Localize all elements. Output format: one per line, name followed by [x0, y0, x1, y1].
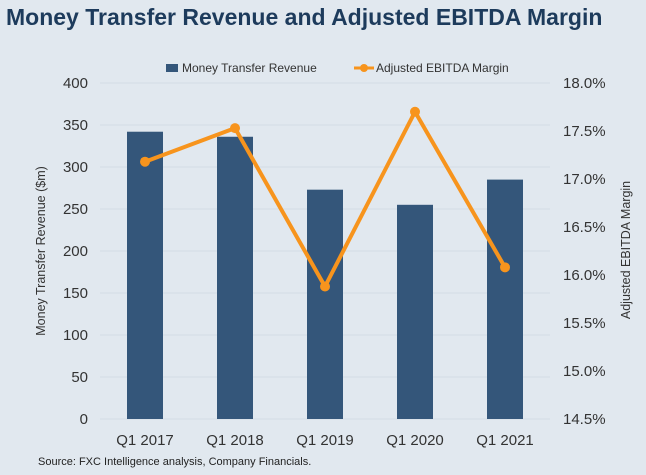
- bar-q1-2021: [487, 179, 523, 419]
- x-tick-label: Q1 2020: [386, 432, 444, 449]
- margin-point-q1-2017: [140, 156, 150, 167]
- y-tick-label: 150: [63, 285, 88, 302]
- y-tick-label: 50: [71, 369, 88, 386]
- y2-tick-label: 17.0%: [563, 171, 606, 188]
- y2-axis-label: Adjusted EBITDA Margin: [619, 181, 633, 319]
- margin-point-q1-2019: [320, 281, 330, 292]
- bar-q1-2019: [307, 189, 343, 419]
- y-tick-label: 300: [63, 159, 88, 176]
- bar-q1-2017: [127, 131, 163, 419]
- y-tick-label: 0: [80, 411, 88, 428]
- legend-swatch-revenue: [166, 64, 178, 72]
- y2-tick-label: 14.5%: [563, 411, 606, 428]
- y-axis-label: Money Transfer Revenue ($m): [34, 166, 48, 336]
- bar-q1-2020: [397, 204, 433, 419]
- margin-point-q1-2018: [230, 123, 240, 134]
- source-note: Source: FXC Intelligence analysis, Compa…: [38, 456, 312, 468]
- y2-tick-label: 16.5%: [563, 219, 606, 236]
- x-tick-label: Q1 2019: [296, 432, 354, 449]
- y-tick-label: 100: [63, 327, 88, 344]
- y2-tick-label: 15.0%: [563, 363, 606, 380]
- y2-tick-label: 15.5%: [563, 315, 606, 332]
- y2-tick-label: 17.5%: [563, 123, 606, 140]
- chart-title: Money Transfer Revenue and Adjusted EBIT…: [6, 4, 603, 30]
- y-tick-label: 250: [63, 201, 88, 218]
- y-tick-label: 350: [63, 117, 88, 134]
- x-tick-label: Q1 2017: [116, 432, 174, 449]
- x-tick-label: Q1 2018: [206, 432, 264, 449]
- margin-point-q1-2021: [500, 262, 510, 273]
- y-tick-label: 400: [63, 75, 88, 92]
- y-tick-label: 200: [63, 243, 88, 260]
- legend-marker-margin: [360, 64, 368, 72]
- x-tick-label: Q1 2021: [476, 432, 534, 449]
- y2-tick-label: 18.0%: [563, 75, 606, 92]
- y2-tick-label: 16.0%: [563, 267, 606, 284]
- bar-q1-2018: [217, 136, 253, 419]
- margin-point-q1-2020: [410, 106, 420, 117]
- legend-label-revenue: Money Transfer Revenue: [182, 61, 317, 75]
- legend-label-margin: Adjusted EBITDA Margin: [376, 61, 509, 75]
